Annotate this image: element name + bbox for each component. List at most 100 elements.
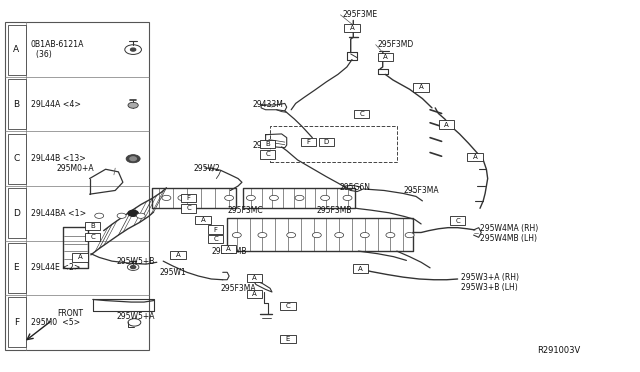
Text: B: B <box>13 100 19 109</box>
Text: 295W4MB (LH): 295W4MB (LH) <box>480 234 537 243</box>
Text: A: A <box>472 154 477 160</box>
Circle shape <box>335 232 344 238</box>
Text: A: A <box>252 275 257 281</box>
Circle shape <box>130 157 136 161</box>
FancyBboxPatch shape <box>85 233 100 241</box>
Text: C: C <box>13 154 19 163</box>
Text: D: D <box>324 139 329 145</box>
Circle shape <box>117 213 126 218</box>
FancyBboxPatch shape <box>8 25 26 75</box>
Text: C: C <box>265 151 270 157</box>
Circle shape <box>269 195 278 201</box>
FancyBboxPatch shape <box>260 140 275 148</box>
Circle shape <box>360 232 369 238</box>
Text: A: A <box>444 122 449 128</box>
Text: A: A <box>383 54 388 60</box>
FancyBboxPatch shape <box>181 194 196 202</box>
Circle shape <box>405 232 414 238</box>
Circle shape <box>131 266 136 269</box>
FancyBboxPatch shape <box>8 188 26 238</box>
Text: FRONT: FRONT <box>58 309 84 318</box>
Text: A: A <box>349 25 355 31</box>
FancyBboxPatch shape <box>354 110 369 118</box>
FancyBboxPatch shape <box>195 216 211 224</box>
Text: 295W2: 295W2 <box>194 164 221 173</box>
FancyBboxPatch shape <box>247 290 262 298</box>
Text: 295F3MC: 295F3MC <box>227 206 263 215</box>
Text: A: A <box>226 246 231 252</box>
Text: 29438: 29438 <box>253 141 277 150</box>
FancyBboxPatch shape <box>221 245 236 253</box>
Circle shape <box>178 195 187 201</box>
Text: 295M0  <5>: 295M0 <5> <box>31 318 80 327</box>
FancyBboxPatch shape <box>170 251 186 259</box>
FancyBboxPatch shape <box>319 138 334 146</box>
Circle shape <box>136 213 145 218</box>
FancyBboxPatch shape <box>439 121 454 129</box>
Text: 29L44E <2>: 29L44E <2> <box>31 263 80 272</box>
Circle shape <box>295 195 304 201</box>
FancyBboxPatch shape <box>353 264 368 273</box>
Circle shape <box>225 195 234 201</box>
Text: 295W3+B (LH): 295W3+B (LH) <box>461 283 518 292</box>
FancyBboxPatch shape <box>8 297 26 347</box>
FancyBboxPatch shape <box>208 225 223 234</box>
FancyBboxPatch shape <box>5 22 149 350</box>
Text: 295F3MA: 295F3MA <box>221 284 257 293</box>
FancyBboxPatch shape <box>467 153 483 161</box>
Text: 29433M: 29433M <box>253 100 284 109</box>
Text: A: A <box>77 254 83 260</box>
Circle shape <box>246 195 255 201</box>
Circle shape <box>321 195 330 201</box>
Text: 295W5+B: 295W5+B <box>116 257 155 266</box>
FancyBboxPatch shape <box>301 138 316 146</box>
Circle shape <box>128 102 138 108</box>
Text: B: B <box>90 223 95 229</box>
FancyBboxPatch shape <box>8 134 26 184</box>
Text: C: C <box>455 218 460 224</box>
Text: 29L44B <13>: 29L44B <13> <box>31 154 86 163</box>
Text: F: F <box>187 195 191 201</box>
FancyBboxPatch shape <box>247 274 262 282</box>
Circle shape <box>232 232 241 238</box>
Circle shape <box>386 232 395 238</box>
Text: 29L44BA <1>: 29L44BA <1> <box>31 209 86 218</box>
FancyBboxPatch shape <box>450 217 465 225</box>
Text: C: C <box>186 205 191 211</box>
Text: 0B1AB-6121A
  (36): 0B1AB-6121A (36) <box>31 40 84 59</box>
FancyBboxPatch shape <box>344 24 360 32</box>
Text: A: A <box>358 266 363 272</box>
Text: 29L44A <4>: 29L44A <4> <box>31 100 81 109</box>
Circle shape <box>126 155 140 163</box>
Circle shape <box>312 232 321 238</box>
Text: 295F3MB: 295F3MB <box>211 247 246 256</box>
FancyBboxPatch shape <box>378 53 393 61</box>
Text: F: F <box>307 139 310 145</box>
Text: 295W5+A: 295W5+A <box>116 312 155 321</box>
FancyBboxPatch shape <box>85 222 100 230</box>
Text: C: C <box>359 111 364 117</box>
Circle shape <box>287 232 296 238</box>
Circle shape <box>95 213 104 218</box>
Text: A: A <box>419 84 424 90</box>
Text: A: A <box>13 45 19 54</box>
FancyBboxPatch shape <box>208 235 223 243</box>
Text: E: E <box>13 263 19 272</box>
Text: A: A <box>200 217 205 223</box>
Text: C: C <box>285 303 291 309</box>
FancyBboxPatch shape <box>260 150 275 158</box>
Text: 295F3ME: 295F3ME <box>342 10 378 19</box>
Text: 295W4MA (RH): 295W4MA (RH) <box>480 224 538 233</box>
FancyBboxPatch shape <box>413 83 429 92</box>
Circle shape <box>258 232 267 238</box>
FancyBboxPatch shape <box>280 302 296 310</box>
Text: A: A <box>252 291 257 297</box>
Text: E: E <box>286 336 290 342</box>
Circle shape <box>162 195 171 201</box>
Text: C: C <box>90 234 95 240</box>
Circle shape <box>131 48 136 51</box>
Text: F: F <box>13 318 19 327</box>
Text: 295W3+A (RH): 295W3+A (RH) <box>461 273 519 282</box>
Text: 295M0+A: 295M0+A <box>56 164 94 173</box>
Text: C: C <box>213 236 218 242</box>
